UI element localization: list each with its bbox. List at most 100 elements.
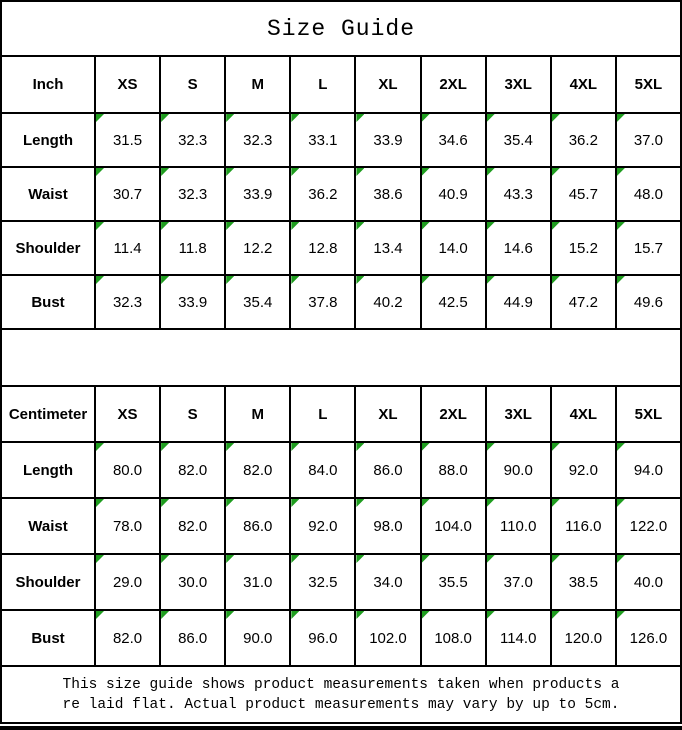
size-value: 29.0 — [112, 573, 143, 591]
flag-triangle-icon — [616, 499, 625, 507]
size-value: 90.0 — [243, 629, 273, 647]
size-value: 37.0 — [633, 131, 664, 149]
flag-triangle-icon — [356, 276, 365, 284]
size-value: 32.3 — [243, 131, 273, 149]
flag-triangle-icon — [486, 168, 495, 176]
row-label-cell: Length — [0, 441, 96, 499]
flag-triangle-icon — [421, 276, 430, 284]
flag-triangle-icon — [356, 611, 365, 619]
row-label-cell: Bust — [0, 609, 96, 667]
flag-triangle-icon — [616, 555, 625, 563]
size-value-cell: 102.0 — [354, 609, 422, 667]
flag-triangle-icon — [96, 499, 104, 507]
size-value: 36.2 — [308, 185, 338, 203]
size-value-cell: 40.2 — [354, 274, 422, 330]
size-value: 86.0 — [373, 461, 403, 479]
size-value-cell: 90.0 — [224, 609, 292, 667]
flag-triangle-icon — [96, 168, 104, 176]
flag-triangle-icon — [421, 555, 430, 563]
size-value: 32.3 — [178, 185, 208, 203]
flag-triangle-icon — [421, 443, 430, 451]
size-value: 31.5 — [112, 131, 143, 149]
size-value: 13.4 — [373, 239, 403, 257]
inch-shoulder-row: Shoulder 11.4 11.8 12.2 12.8 13.4 14.0 1… — [0, 220, 682, 276]
size-value: 12.8 — [308, 239, 338, 257]
cm-shoulder-row: Shoulder 29.0 30.0 31.0 32.5 34.0 35.5 3… — [0, 553, 682, 611]
flag-triangle-icon — [421, 499, 430, 507]
flag-triangle-icon — [96, 222, 104, 230]
size-value-cell: 49.6 — [614, 274, 682, 330]
size-value: 11.4 — [113, 239, 142, 257]
size-value: 82.0 — [243, 461, 273, 479]
row-label-cell: Waist — [0, 166, 96, 222]
flag-triangle-icon — [226, 443, 235, 451]
flag-triangle-icon — [291, 222, 300, 230]
size-value-cell: 34.6 — [419, 112, 487, 168]
unit-header-cell-centimeter: Centimeter — [0, 385, 96, 443]
size-value-cell: 35.5 — [419, 553, 487, 611]
size-header-s: S — [159, 55, 227, 114]
flag-triangle-icon — [226, 499, 235, 507]
size-header-3xl: 3XL — [484, 55, 552, 114]
size-value-cell: 38.5 — [549, 553, 617, 611]
flag-triangle-icon — [356, 222, 365, 230]
size-value-cell: 86.0 — [159, 609, 227, 667]
size-value-cell: 32.3 — [93, 274, 162, 330]
flag-triangle-icon — [486, 114, 495, 122]
size-header-m: M — [224, 55, 292, 114]
size-value-cell: 36.2 — [549, 112, 617, 168]
size-value: 92.0 — [568, 461, 598, 479]
size-value-cell: 104.0 — [419, 497, 487, 555]
spacer-row — [0, 328, 682, 387]
size-value: 78.0 — [112, 517, 143, 535]
size-value: 33.9 — [373, 131, 403, 149]
size-value-cell: 33.9 — [354, 112, 422, 168]
size-value: 47.2 — [568, 293, 598, 311]
size-value-cell: 86.0 — [354, 441, 422, 499]
flag-triangle-icon — [291, 114, 300, 122]
size-value: 15.7 — [633, 239, 664, 257]
flag-triangle-icon — [486, 555, 495, 563]
flag-triangle-icon — [551, 443, 560, 451]
flag-triangle-icon — [161, 168, 170, 176]
size-value-cell: 33.9 — [224, 166, 292, 222]
flag-triangle-icon — [96, 276, 104, 284]
size-value-cell: 78.0 — [93, 497, 162, 555]
size-value-cell: 14.6 — [484, 220, 552, 276]
size-value: 49.6 — [633, 293, 664, 311]
flag-triangle-icon — [551, 499, 560, 507]
size-value-cell: 15.7 — [614, 220, 682, 276]
size-value: 86.0 — [178, 629, 208, 647]
size-value: 82.0 — [178, 517, 208, 535]
flag-triangle-icon — [291, 276, 300, 284]
size-value: 92.0 — [308, 517, 338, 535]
size-value: 108.0 — [434, 629, 472, 647]
size-value-cell: 90.0 — [484, 441, 552, 499]
size-value: 82.0 — [178, 461, 208, 479]
size-value-cell: 11.8 — [159, 220, 227, 276]
flag-triangle-icon — [291, 555, 300, 563]
flag-triangle-icon — [551, 114, 560, 122]
size-header-xs: XS — [93, 55, 162, 114]
size-value: 120.0 — [564, 629, 603, 647]
flag-triangle-icon — [161, 222, 170, 230]
size-value: 33.9 — [178, 293, 208, 311]
flag-triangle-icon — [616, 168, 625, 176]
size-value: 84.0 — [308, 461, 338, 479]
size-value-cell: 12.2 — [224, 220, 292, 276]
footer-note-line-1: This size guide shows product measuremen… — [62, 676, 620, 693]
size-value-cell: 37.8 — [289, 274, 357, 330]
flag-triangle-icon — [226, 611, 235, 619]
flag-triangle-icon — [421, 168, 430, 176]
flag-triangle-icon — [356, 114, 365, 122]
size-value-cell: 12.8 — [289, 220, 357, 276]
size-value: 44.9 — [503, 293, 533, 311]
inch-waist-row: Waist 30.7 32.3 33.9 36.2 38.6 40.9 43.3… — [0, 166, 682, 222]
flag-triangle-icon — [421, 114, 430, 122]
size-value-cell: 43.3 — [484, 166, 552, 222]
size-value: 45.7 — [568, 185, 598, 203]
size-value-cell: 32.3 — [224, 112, 292, 168]
size-value: 98.0 — [373, 517, 403, 535]
flag-triangle-icon — [96, 555, 104, 563]
size-value: 38.5 — [568, 573, 598, 591]
